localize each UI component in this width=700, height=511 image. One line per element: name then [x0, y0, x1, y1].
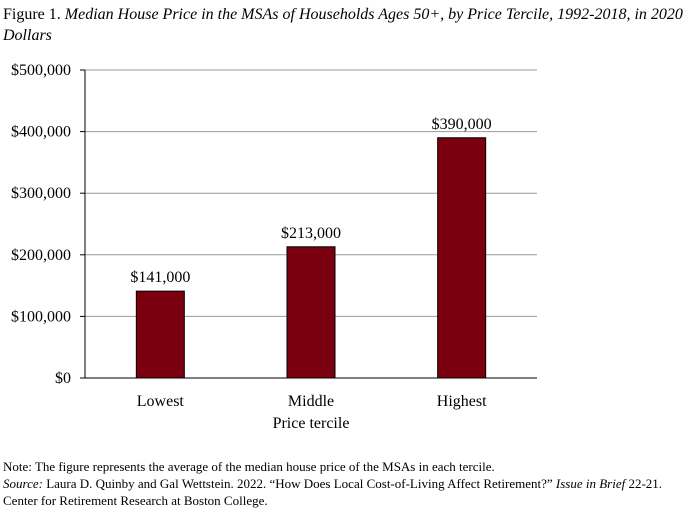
- source-tail: 22-21. Center for Retirement Research at…: [3, 476, 663, 508]
- note-text: Note: The figure represents the average …: [3, 459, 495, 474]
- x-tick-label: Lowest: [137, 393, 185, 410]
- data-label: $390,000: [432, 116, 492, 133]
- figure-label: Figure 1.: [3, 6, 61, 23]
- source-text: Source: Laura D. Quinby and Gal Wettstei…: [3, 475, 693, 509]
- bar-chart: $0 $100,000 $200,000 $300,000 $400,000 $500,0…: [11, 62, 537, 432]
- bar: [437, 137, 487, 379]
- bar: [135, 290, 185, 379]
- figure-title: Figure 1. Median House Price in the MSAs…: [3, 4, 683, 46]
- y-tick-label: $500,000: [11, 62, 71, 79]
- source-series: Issue in Brief: [555, 476, 626, 491]
- figure-notes: Note: The figure represents the average …: [3, 458, 693, 509]
- y-tick-label: $200,000: [11, 247, 71, 264]
- data-label: $213,000: [281, 225, 341, 242]
- x-axis-title: Price tercile: [273, 415, 350, 432]
- source-citation: Laura D. Quinby and Gal Wettstein. 2022.…: [42, 476, 556, 491]
- y-tick-label: $400,000: [11, 124, 71, 141]
- x-tick-label: Middle: [288, 393, 334, 410]
- x-tick-label: Highest: [437, 393, 487, 410]
- data-label: $141,000: [130, 269, 190, 286]
- bar: [286, 246, 336, 379]
- y-tick-label: $0: [55, 370, 71, 387]
- y-tick-label: $300,000: [11, 185, 71, 202]
- figure-title-text: Median House Price in the MSAs of Househ…: [3, 6, 683, 44]
- source-label: Source:: [3, 476, 43, 491]
- y-tick-label: $100,000: [11, 308, 71, 325]
